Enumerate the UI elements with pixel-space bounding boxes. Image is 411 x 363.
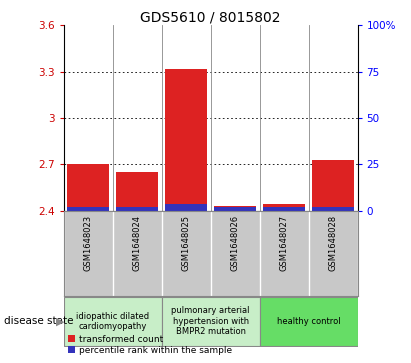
Text: disease state: disease state [4, 316, 74, 326]
Bar [64, 297, 162, 346]
Bar [165, 204, 207, 211]
Bar [116, 172, 158, 211]
Bar [67, 207, 109, 211]
Bar [214, 207, 256, 211]
Legend: transformed count, percentile rank within the sample: transformed count, percentile rank withi… [68, 335, 232, 355]
Bar [263, 207, 305, 211]
Text: GSM1648024: GSM1648024 [133, 215, 142, 271]
Bar [214, 206, 256, 211]
Bar [67, 164, 109, 211]
Text: GSM1648028: GSM1648028 [328, 215, 337, 271]
Bar [116, 207, 158, 211]
Bar [263, 204, 305, 211]
Text: GSM1648026: GSM1648026 [231, 215, 240, 271]
Text: GSM1648025: GSM1648025 [182, 215, 191, 271]
Text: GSM1648027: GSM1648027 [279, 215, 289, 271]
Bar [165, 69, 207, 211]
Text: pulmonary arterial
hypertension with
BMPR2 mutation: pulmonary arterial hypertension with BMP… [171, 306, 250, 336]
Text: GSM1648023: GSM1648023 [84, 215, 93, 271]
Title: GDS5610 / 8015802: GDS5610 / 8015802 [141, 10, 281, 24]
Bar [260, 297, 358, 346]
Bar [162, 297, 260, 346]
Bar [312, 207, 354, 211]
Text: idiopathic dilated
cardiomyopathy: idiopathic dilated cardiomyopathy [76, 311, 149, 331]
Text: ▶: ▶ [55, 316, 64, 326]
Bar [312, 160, 354, 211]
Text: healthy control: healthy control [277, 317, 340, 326]
